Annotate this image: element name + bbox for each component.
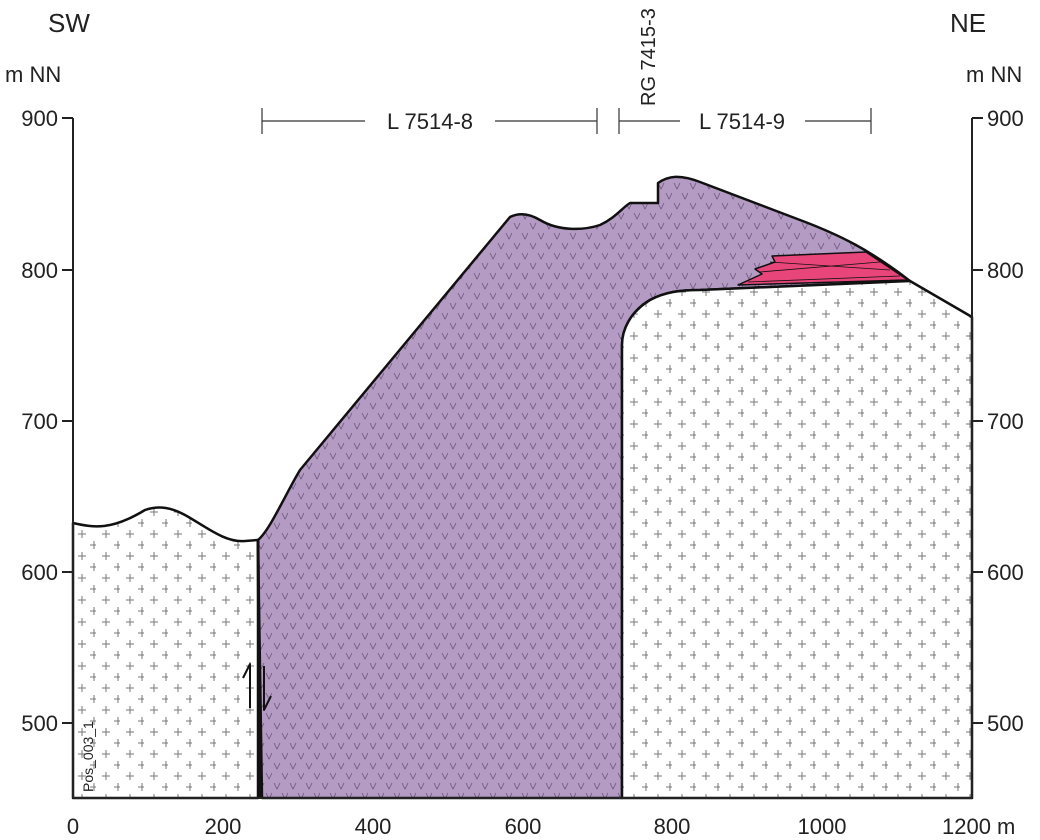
fault xyxy=(258,540,260,798)
granite-right xyxy=(622,281,972,798)
y-tick-label: 500 xyxy=(987,711,1024,736)
x-tick-label: 800 xyxy=(654,814,691,839)
left-unit: m NN xyxy=(5,62,61,87)
y-tick-label: 900 xyxy=(21,106,58,131)
y-tick-label: 600 xyxy=(21,560,58,585)
direction-left: SW xyxy=(48,8,90,38)
geology xyxy=(73,177,972,798)
y-tick-label: 800 xyxy=(21,258,58,283)
cross-section: SW NE m NN m NN L 7514-8 L 7514-9 RG 741… xyxy=(0,0,1040,840)
borehole-label: RG 7415-3 xyxy=(638,8,660,106)
y-tick-label: 700 xyxy=(21,409,58,434)
x-tick-label: 600 xyxy=(505,814,542,839)
x-tick-label: 400 xyxy=(355,814,392,839)
direction-right: NE xyxy=(950,8,986,38)
right-unit: m NN xyxy=(966,62,1022,87)
x-tick-label: 200 xyxy=(205,814,242,839)
granite-left xyxy=(73,508,258,798)
x-tick-label: 1200 m xyxy=(942,814,1015,839)
x-tick-label: 1000 xyxy=(798,814,847,839)
y-tick-label: 600 xyxy=(987,560,1024,585)
y-tick-label: 900 xyxy=(987,106,1024,131)
y-tick-label: 700 xyxy=(987,409,1024,434)
y-tick-label: 800 xyxy=(987,258,1024,283)
profile-id: Pos_003_1 xyxy=(80,721,96,792)
x-tick-label: 0 xyxy=(67,814,79,839)
section-label: L 7514-9 xyxy=(699,109,785,134)
y-tick-label: 500 xyxy=(21,711,58,736)
section-label: L 7514-8 xyxy=(387,109,473,134)
